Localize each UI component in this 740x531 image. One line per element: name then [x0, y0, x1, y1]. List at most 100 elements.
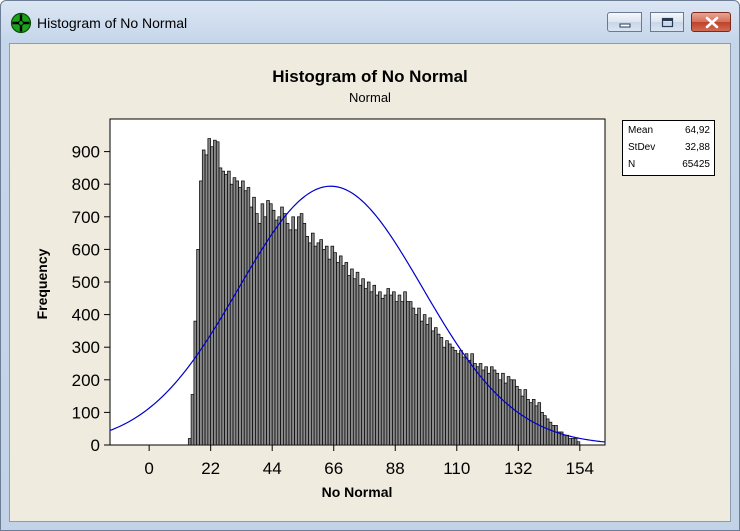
histogram-bar: [403, 291, 407, 445]
histogram-bar: [358, 284, 363, 445]
histogram-bar: [338, 255, 343, 445]
histogram-bar: [540, 412, 544, 445]
y-tick-label: 600: [72, 240, 100, 259]
histogram-bar: [364, 288, 368, 445]
histogram-bar: [406, 301, 410, 445]
histogram-bar: [311, 232, 315, 445]
histogram-bar: [269, 203, 273, 445]
y-tick-label: 500: [72, 273, 100, 292]
histogram-bar: [352, 278, 357, 445]
histogram-bar: [283, 213, 287, 445]
normal-fit-curve: [110, 185, 605, 443]
histogram-bar: [305, 236, 309, 445]
histogram-bar: [330, 245, 335, 445]
maximize-button[interactable]: [650, 12, 684, 32]
histogram-bar: [302, 222, 307, 445]
histogram-bar: [319, 239, 323, 445]
y-tick-label: 400: [72, 306, 100, 325]
minimize-button[interactable]: [607, 12, 642, 32]
histogram-bar: [274, 219, 279, 445]
stat-label: StDev: [628, 142, 656, 153]
histogram-bar: [551, 425, 556, 445]
histogram-bar: [361, 278, 365, 445]
stat-label: Mean: [628, 125, 654, 136]
histogram-bar: [537, 402, 542, 445]
histogram-bar: [341, 265, 346, 445]
histogram-bar: [394, 301, 399, 445]
x-tick-label: 132: [504, 459, 532, 478]
histogram-bar: [548, 421, 553, 445]
histogram-bar: [333, 252, 337, 445]
histogram-bar: [526, 399, 530, 445]
histogram-bar: [411, 307, 416, 445]
histogram-bar: [350, 268, 354, 445]
histogram-chart: Histogram of No Normal Normal No Normal …: [34, 67, 606, 500]
title-bar[interactable]: Histogram of No Normal: [1, 1, 739, 43]
histogram-bar: [512, 379, 516, 445]
histogram-bar: [366, 281, 371, 445]
histogram-bar: [299, 213, 304, 445]
stats-legend: Mean 64,92 StDev 32,88 N 65425: [622, 120, 715, 176]
histogram-bar: [498, 379, 502, 445]
histogram-bar: [243, 190, 248, 445]
histogram-bar: [517, 389, 522, 445]
histogram-bar: [503, 382, 508, 445]
histogram-bar: [456, 353, 460, 445]
histogram-bar: [565, 434, 569, 445]
histogram-bar: [573, 438, 578, 445]
histogram-bar: [487, 372, 491, 445]
histogram-bar: [241, 180, 245, 445]
histogram-bar: [392, 291, 396, 445]
histogram-bar: [316, 242, 321, 445]
x-tick-label: 154: [566, 459, 594, 478]
histogram-bar: [207, 138, 212, 445]
x-tick-label: 44: [263, 459, 282, 478]
histogram-bar: [448, 343, 452, 445]
histogram-bar: [227, 170, 231, 445]
histogram-bar: [196, 249, 200, 445]
histogram-bar: [506, 376, 511, 445]
histogram-bar: [380, 297, 385, 445]
chart-title: Histogram of No Normal: [272, 67, 468, 86]
histogram-bar: [263, 216, 267, 445]
histogram-bar: [462, 356, 466, 445]
histogram-bar: [436, 333, 441, 445]
histogram-bar: [568, 438, 572, 445]
histogram-bar: [445, 340, 449, 445]
histogram-bar: [417, 307, 421, 445]
y-tick-label: 700: [72, 208, 100, 227]
histogram-bar: [355, 271, 360, 445]
histogram-bar: [397, 294, 402, 445]
histogram-bar: [193, 320, 198, 445]
histogram-bar: [439, 337, 444, 445]
stat-row-stdev: StDev 32,88: [628, 142, 710, 156]
histogram-bar: [210, 146, 214, 445]
histogram-bar: [322, 249, 326, 445]
histogram-bar: [383, 294, 388, 445]
y-tick-label: 800: [72, 175, 100, 194]
maximize-icon: [661, 17, 674, 28]
histogram-bar: [204, 154, 209, 445]
histogram-bar: [280, 206, 284, 445]
stat-label: N: [628, 159, 636, 170]
histogram-bar: [459, 350, 463, 445]
histogram-bar: [378, 291, 382, 445]
histogram-bar: [221, 170, 226, 445]
histogram-bar: [369, 291, 374, 445]
histogram-bar: [501, 372, 505, 445]
y-axis-label: Frequency: [34, 248, 50, 319]
histogram-bar: [414, 314, 418, 445]
close-icon: [705, 16, 719, 29]
histogram-bar: [453, 350, 458, 445]
x-axis-label: No Normal: [322, 484, 393, 500]
histogram-bar: [489, 366, 494, 445]
close-button[interactable]: [691, 12, 731, 32]
histogram-bar: [450, 346, 455, 445]
stat-value: 65425: [682, 159, 710, 170]
histogram-bar: [246, 187, 251, 445]
histogram-bar: [297, 216, 301, 445]
histogram-bar: [431, 330, 435, 445]
bars-group: [110, 138, 605, 445]
histogram-bar: [235, 180, 240, 445]
